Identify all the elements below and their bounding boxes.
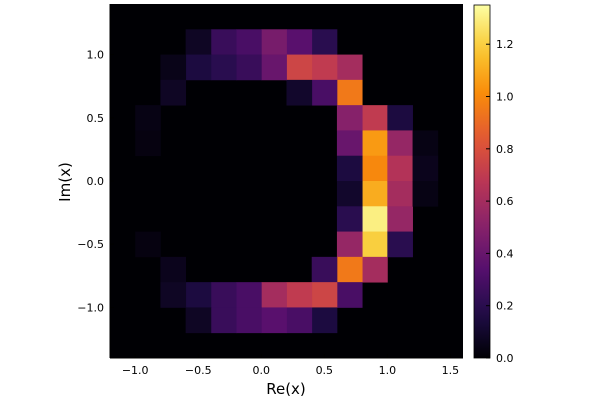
- heatmap-cell: [387, 105, 413, 131]
- heatmap-cell: [311, 79, 338, 106]
- heatmap-cell: [135, 105, 161, 131]
- heatmap-cell: [286, 79, 313, 106]
- heatmap-cell: [336, 282, 363, 308]
- heatmap-cell: [210, 307, 237, 334]
- colorbar-tick-label: 1.2: [496, 38, 514, 51]
- y-tick-label: 0.5: [87, 112, 105, 125]
- heatmap-cell: [160, 79, 187, 106]
- heatmap-cell: [336, 130, 363, 157]
- colorbar-tick-label: 0.4: [496, 247, 514, 260]
- heatmap-cell: [210, 282, 237, 308]
- x-axis-title: Re(x): [266, 380, 306, 398]
- heatmap-cell: [387, 155, 413, 182]
- heatmap-cell: [236, 307, 262, 334]
- heatmap-cell: [261, 307, 287, 334]
- heatmap-cell: [135, 231, 161, 258]
- plot-area: −1.0 −0.5 0.0 0.5 1.0 1.5 −1.0 −0.5 0.0 0.5 1.0: [77, 4, 463, 377]
- heatmap-cell: [210, 29, 237, 55]
- heatmap-cell: [362, 181, 388, 207]
- heatmap-cell: [286, 54, 313, 81]
- heatmap-cell: [387, 130, 413, 157]
- heatmap-cell: [336, 206, 363, 232]
- heatmap-cell: [412, 181, 439, 207]
- heatmap-cell: [286, 282, 313, 308]
- heatmap-cell: [387, 206, 413, 232]
- heatmap-cell: [362, 256, 388, 283]
- y-tick-label: −0.5: [77, 238, 104, 251]
- heatmap-cell: [311, 29, 338, 55]
- y-tick-label: −1.0: [77, 301, 104, 314]
- heatmap-cell: [362, 130, 388, 157]
- heatmap-cell: [412, 155, 439, 182]
- heatmap-cell: [311, 307, 338, 334]
- heatmap-cell: [286, 307, 313, 334]
- heatmap-cell: [261, 282, 287, 308]
- heatmap-cell: [336, 231, 363, 258]
- heatmap-cell: [311, 54, 338, 81]
- x-tick-label: 1.0: [379, 364, 397, 377]
- heatmap-cell: [286, 29, 313, 55]
- colorbar-gradient: [473, 4, 491, 359]
- heatmap-cell: [185, 307, 212, 334]
- colorbar-tick-label: 1.0: [496, 91, 514, 104]
- x-tick-label: 0.0: [253, 364, 271, 377]
- heatmap-cell: [185, 54, 212, 81]
- heatmap-cell: [135, 130, 161, 157]
- heatmap-cell: [336, 79, 363, 106]
- heatmap-cell: [362, 155, 388, 182]
- heatmap-cell: [185, 29, 212, 55]
- heatmap-cell: [236, 282, 262, 308]
- y-axis-title: Im(x): [56, 162, 74, 202]
- x-tick-label: 1.5: [442, 364, 460, 377]
- heatmap-cell: [160, 282, 187, 308]
- heatmap-cell: [387, 231, 413, 258]
- heatmap-cell: [210, 54, 237, 81]
- heatmap-cell: [387, 181, 413, 207]
- heatmap-cell: [311, 282, 338, 308]
- heatmap-cell: [336, 54, 363, 81]
- heatmap-cell: [160, 256, 187, 283]
- heatmap-cell: [311, 256, 338, 283]
- y-tick-label: 0.0: [87, 175, 105, 188]
- y-tick-label: 1.0: [87, 49, 105, 62]
- x-tick-label: −1.0: [122, 364, 149, 377]
- heatmap-cell: [412, 130, 439, 157]
- x-tick-label: −0.5: [185, 364, 212, 377]
- heatmap-cell: [336, 181, 363, 207]
- heatmap-cell: [236, 29, 262, 55]
- colorbar-tick-label: 0.0: [496, 352, 514, 365]
- heatmap-cell: [336, 155, 363, 182]
- heatmap-cell: [185, 282, 212, 308]
- heatmap-cell: [261, 54, 287, 81]
- heatmap-cell: [362, 105, 388, 131]
- colorbar-tick-label: 0.6: [496, 195, 514, 208]
- heatmap-cell: [160, 54, 187, 81]
- colorbar: 0.0 0.2 0.4 0.6 0.8 1.0 1.2: [473, 4, 514, 365]
- heatmap-cell: [362, 231, 388, 258]
- heatmap-cell: [236, 54, 262, 81]
- x-tick-label: 0.5: [316, 364, 334, 377]
- heatmap-cell: [336, 256, 363, 283]
- heatmap-cell: [362, 206, 388, 232]
- colorbar-tick-label: 0.8: [496, 143, 514, 156]
- heatmap-cell: [261, 29, 287, 55]
- heatmap-cell: [336, 105, 363, 131]
- colorbar-tick-label: 0.2: [496, 300, 514, 313]
